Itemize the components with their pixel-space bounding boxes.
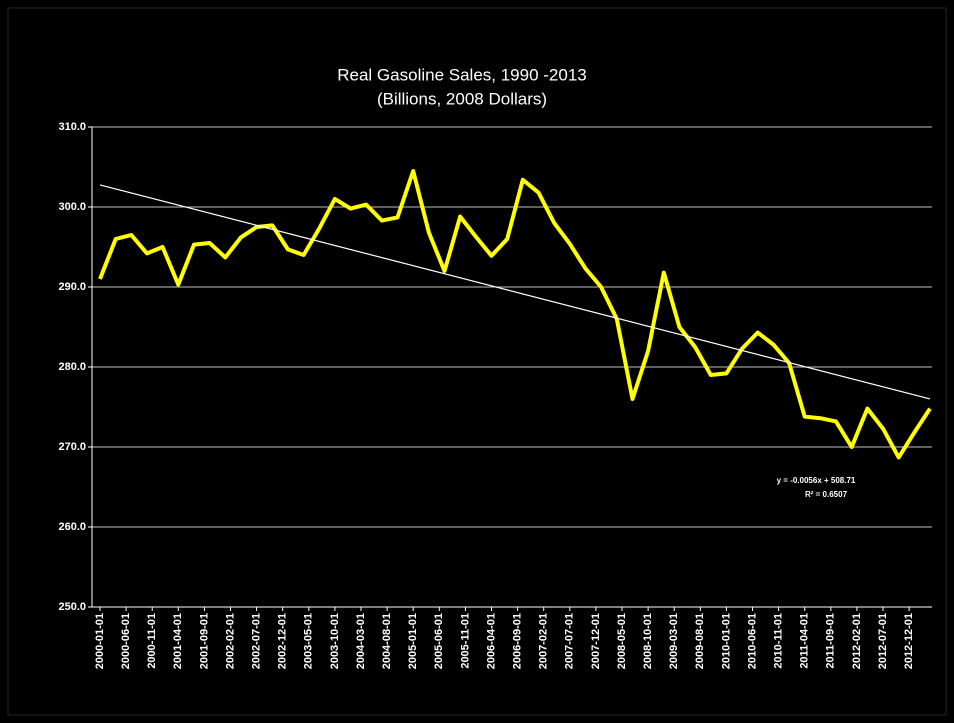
y-tick-label: 310.0 [58,121,86,133]
x-tick-label: 2006-04-01 [485,613,497,669]
x-tick-label: 2000-01-01 [94,613,106,669]
x-tick-label: 2003-10-01 [329,613,341,669]
x-tick-label: 2002-02-01 [224,613,236,669]
frame [7,7,947,716]
y-tick-label: 290.0 [58,281,86,293]
trendline [99,184,931,400]
x-tick-label: 2012-02-01 [851,613,863,669]
x-tick-label: 2008-10-01 [642,613,654,669]
x-tick-label: 2004-03-01 [355,613,367,669]
x-tick-label: 2005-06-01 [433,613,445,669]
y-tick-label: 270.0 [58,441,86,453]
y-tick-label: 250.0 [58,601,86,613]
x-tick-label: 2011-09-01 [825,613,837,669]
x-tick-label: 2009-03-01 [668,613,680,669]
x-tick-label: 2006-09-01 [512,613,524,669]
trendline-equation: y = -0.0056x + 508.71 [777,476,856,485]
x-tick-label: 2002-12-01 [277,613,289,669]
x-tick-label: 2007-12-01 [590,613,602,669]
x-tick-label: 2012-07-01 [877,613,889,669]
y-tick-label: 260.0 [58,521,86,533]
x-tick-label: 2001-04-01 [172,613,184,669]
x-tick-label: 2002-07-01 [251,613,263,669]
x-tick-label: 2010-01-01 [720,613,732,669]
x-tick-label: 2010-06-01 [746,613,758,669]
data-line [98,169,932,460]
y-tick-label: 300.0 [58,201,86,213]
x-tick-label: 2007-02-01 [538,613,550,669]
x-tick-label: 2000-06-01 [120,613,132,669]
x-tick-label: 2005-11-01 [459,613,471,669]
x-tick-label: 2000-11-01 [146,613,158,669]
x-tick-label: 2001-09-01 [198,613,210,669]
chart-subtitle: (Billions, 2008 Dollars) [377,89,547,108]
chart-title: Real Gasoline Sales, 1990 -2013 [337,65,587,84]
x-tick-label: 2012-12-01 [903,613,915,669]
x-tick-label: 2011-04-01 [799,613,811,669]
x-tick-label: 2003-05-01 [303,613,315,669]
x-tick-label: 2007-07-01 [564,613,576,669]
x-tick-label: 2008-05-01 [616,613,628,669]
trendline-r-squared: R² = 0.6507 [805,490,848,499]
x-tick-label: 2004-08-01 [381,613,393,669]
x-tick-label: 2010-11-01 [773,613,785,669]
x-tick-label: 2005-01-01 [407,613,419,669]
y-tick-label: 280.0 [58,361,86,373]
x-tick-label: 2009-08-01 [694,613,706,669]
